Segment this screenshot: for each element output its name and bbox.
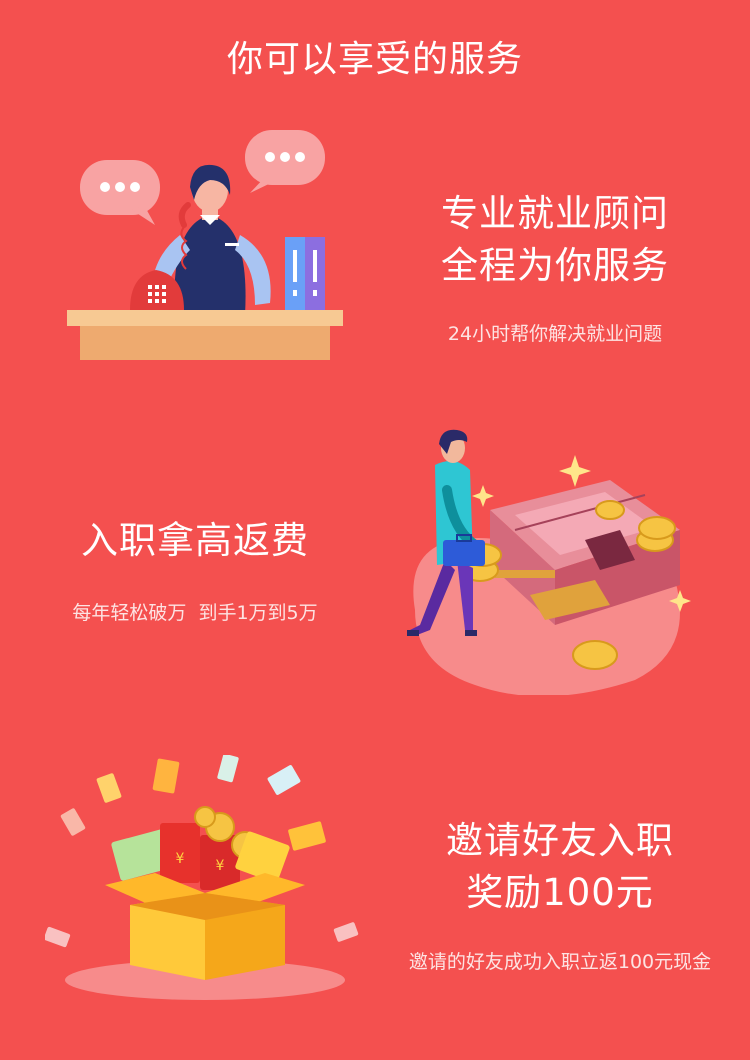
title-line: 全程为你服务 bbox=[441, 244, 669, 287]
businessman bbox=[407, 429, 485, 636]
desk bbox=[67, 310, 343, 360]
feature-referral-subtitle: 邀请的好友成功入职立返100元现金 bbox=[408, 951, 712, 973]
svg-text:¥: ¥ bbox=[216, 858, 225, 874]
feature-consultant-subtitle: 24小时帮你解决就业问题 bbox=[447, 323, 663, 345]
title-line: 奖励100元 bbox=[466, 871, 654, 914]
gift-box-red-envelopes-illustration: ¥ ¥ bbox=[45, 755, 359, 1000]
telephone bbox=[130, 270, 184, 310]
feature-rebate-title: 入职拿高返费 bbox=[40, 515, 350, 567]
title-line: 入职拿高返费 bbox=[81, 519, 309, 562]
svg-text:¥: ¥ bbox=[176, 851, 185, 867]
box-contents: ¥ ¥ bbox=[111, 806, 290, 890]
man-with-money-stacks-illustration bbox=[407, 429, 691, 695]
flying-bills bbox=[45, 755, 359, 948]
customer-service-agent-illustration bbox=[67, 130, 343, 360]
title-line: 邀请好友入职 bbox=[446, 819, 674, 862]
agent-person bbox=[152, 164, 271, 315]
speech-bubble-left bbox=[80, 160, 160, 225]
feature-referral-title: 邀请好友入职 奖励100元 bbox=[415, 815, 705, 919]
feature-consultant-title: 专业就业顾问 全程为你服务 bbox=[410, 188, 700, 292]
binders bbox=[285, 237, 325, 313]
sparkles bbox=[472, 455, 691, 612]
feature-rebate-subtitle: 每年轻松破万 到手1万到5万 bbox=[72, 602, 318, 624]
title-line: 专业就业顾问 bbox=[441, 192, 669, 235]
speech-bubble-right bbox=[245, 130, 325, 193]
page-title: 你可以享受的服务 bbox=[226, 39, 523, 80]
gift-box bbox=[105, 873, 305, 980]
